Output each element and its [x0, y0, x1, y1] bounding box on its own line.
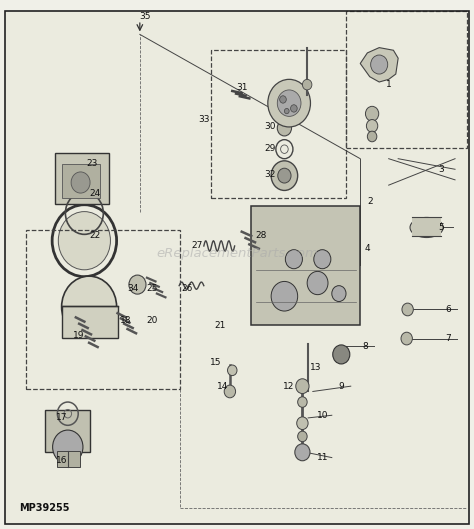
Text: 31: 31: [236, 83, 247, 92]
Circle shape: [371, 55, 388, 74]
Text: 14: 14: [217, 381, 228, 391]
Text: 29: 29: [264, 143, 276, 153]
Bar: [211, 50, 346, 198]
Bar: [251, 206, 360, 325]
Bar: [26, 230, 180, 389]
Bar: [45, 410, 90, 452]
Text: 34: 34: [127, 284, 138, 293]
Bar: [346, 11, 467, 148]
Text: 17: 17: [56, 413, 67, 423]
Text: 5: 5: [438, 223, 444, 232]
Text: 15: 15: [210, 358, 221, 367]
Circle shape: [280, 96, 286, 103]
Circle shape: [224, 385, 236, 398]
Circle shape: [367, 131, 377, 142]
Circle shape: [62, 276, 117, 338]
Circle shape: [307, 271, 328, 295]
Circle shape: [366, 120, 378, 132]
Circle shape: [298, 431, 307, 442]
Text: 13: 13: [310, 363, 321, 372]
Circle shape: [401, 332, 412, 345]
Circle shape: [277, 120, 292, 136]
Text: 23: 23: [87, 159, 98, 169]
Circle shape: [277, 90, 301, 116]
Circle shape: [402, 303, 413, 316]
Polygon shape: [360, 48, 398, 82]
Circle shape: [302, 79, 312, 90]
Text: 10: 10: [317, 411, 328, 420]
Text: 8: 8: [362, 342, 368, 351]
Circle shape: [284, 108, 289, 114]
Circle shape: [268, 79, 310, 127]
Text: 9: 9: [338, 381, 344, 391]
Circle shape: [53, 430, 83, 464]
Circle shape: [298, 397, 307, 407]
Bar: [62, 164, 100, 198]
Bar: [55, 153, 109, 204]
Circle shape: [271, 161, 298, 190]
Circle shape: [278, 168, 291, 183]
Text: 2: 2: [367, 196, 373, 206]
Circle shape: [332, 286, 346, 302]
Text: 22: 22: [89, 231, 100, 240]
Circle shape: [295, 444, 310, 461]
Circle shape: [296, 379, 309, 394]
Text: 18: 18: [120, 315, 131, 325]
Ellipse shape: [410, 217, 443, 238]
Text: 33: 33: [198, 114, 210, 124]
Circle shape: [365, 106, 379, 121]
Text: eReplacementParts.com: eReplacementParts.com: [156, 248, 318, 260]
Text: 3: 3: [438, 165, 444, 174]
Text: 35: 35: [139, 12, 150, 22]
Circle shape: [291, 105, 297, 112]
Bar: [62, 306, 118, 338]
Circle shape: [333, 345, 350, 364]
Text: 20: 20: [146, 315, 157, 325]
Text: 6: 6: [445, 305, 451, 314]
Text: 24: 24: [89, 188, 100, 198]
Circle shape: [285, 250, 302, 269]
Text: 27: 27: [191, 241, 202, 251]
Text: 11: 11: [317, 453, 328, 462]
Circle shape: [71, 172, 90, 193]
Text: 4: 4: [365, 244, 370, 253]
Circle shape: [271, 281, 298, 311]
Text: 1: 1: [386, 80, 392, 89]
Circle shape: [297, 417, 308, 430]
Circle shape: [58, 212, 110, 270]
Circle shape: [314, 250, 331, 269]
Text: 19: 19: [73, 331, 84, 341]
Text: 12: 12: [283, 381, 295, 391]
Bar: [57, 451, 80, 467]
Text: 7: 7: [445, 334, 451, 343]
Text: MP39255: MP39255: [19, 503, 70, 513]
Circle shape: [228, 365, 237, 376]
Text: 21: 21: [215, 321, 226, 330]
Text: 25: 25: [146, 284, 157, 293]
Text: 30: 30: [264, 122, 276, 132]
Bar: [412, 217, 441, 236]
Text: 26: 26: [182, 284, 193, 293]
Text: 32: 32: [264, 170, 276, 179]
Text: 28: 28: [255, 231, 266, 240]
Text: 16: 16: [56, 455, 67, 465]
Circle shape: [129, 275, 146, 294]
